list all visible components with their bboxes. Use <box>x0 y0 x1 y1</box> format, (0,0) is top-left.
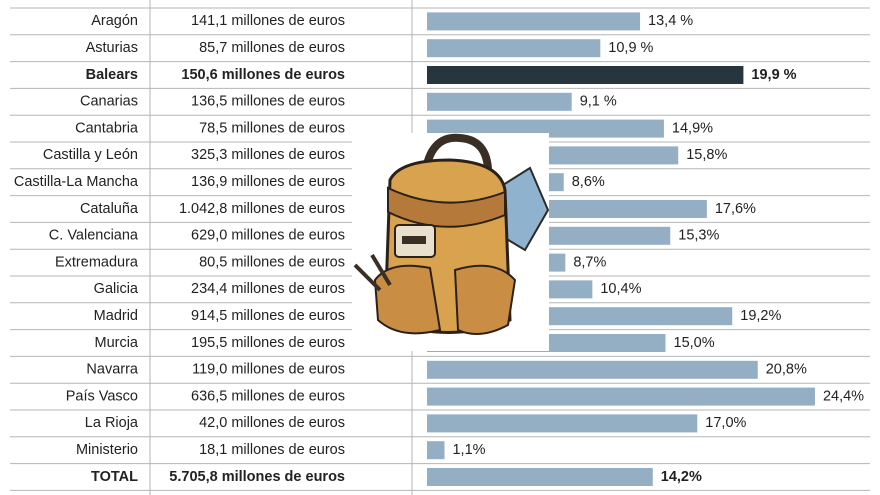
region-label: Castilla y León <box>43 147 138 163</box>
bar <box>427 468 653 486</box>
amount-label: 5.705,8 millones de euros <box>169 469 345 485</box>
amount-label: 136,9 millones de euros <box>191 174 345 190</box>
value-label: 14,2% <box>661 469 702 485</box>
amount-label: 18,1 millones de euros <box>199 442 345 458</box>
value-label: 1,1% <box>452 442 485 458</box>
amount-label: 150,6 millones de euros <box>181 67 345 83</box>
value-label: 19,9 % <box>751 67 796 83</box>
amount-label: 80,5 millones de euros <box>199 254 345 270</box>
bar <box>427 441 445 460</box>
value-label: 19,2% <box>740 308 781 324</box>
value-label: 15,3% <box>678 228 719 244</box>
amount-label: 141,1 millones de euros <box>191 13 345 29</box>
region-label: Asturias <box>86 40 138 56</box>
region-label: Castilla-La Mancha <box>14 174 139 190</box>
amount-label: 325,3 millones de euros <box>191 147 345 163</box>
value-label: 15,8% <box>686 147 727 163</box>
amount-label: 85,7 millones de euros <box>199 40 345 56</box>
amount-label: 195,5 millones de euros <box>191 335 345 351</box>
value-label: 10,4% <box>600 281 641 297</box>
value-label: 8,7% <box>573 254 606 270</box>
amount-label: 914,5 millones de euros <box>191 308 345 324</box>
amount-label: 136,5 millones de euros <box>191 94 345 110</box>
value-label: 17,6% <box>715 201 756 217</box>
region-label: Madrid <box>94 308 138 324</box>
amount-label: 629,0 millones de euros <box>191 228 345 244</box>
region-label: C. Valenciana <box>49 228 139 244</box>
bar <box>427 12 641 31</box>
value-label: 9,1 % <box>580 94 617 110</box>
bar <box>427 39 601 58</box>
region-label: País Vasco <box>66 388 138 404</box>
region-label: Canarias <box>80 94 138 110</box>
region-label: Aragón <box>91 13 138 29</box>
value-label: 10,9 % <box>608 40 653 56</box>
region-label: TOTAL <box>91 469 138 485</box>
backpack-illustration <box>352 133 550 351</box>
bar <box>427 360 758 379</box>
amount-label: 1.042,8 millones de euros <box>179 201 345 217</box>
value-label: 14,9% <box>672 120 713 136</box>
value-label: 13,4 % <box>648 13 693 29</box>
region-label: Cantabria <box>75 120 139 136</box>
region-label: Cataluña <box>80 201 139 217</box>
region-label: Ministerio <box>76 442 138 458</box>
region-label: La Rioja <box>85 415 139 431</box>
bar <box>427 92 572 111</box>
region-label: Galicia <box>94 281 139 297</box>
value-label: 24,4% <box>823 388 864 404</box>
amount-label: 42,0 millones de euros <box>199 415 345 431</box>
amount-label: 636,5 millones de euros <box>191 388 345 404</box>
amount-label: 119,0 millones de euros <box>192 362 345 378</box>
bar <box>427 66 744 84</box>
value-label: 20,8% <box>766 362 807 378</box>
amount-label: 234,4 millones de euros <box>191 281 345 297</box>
region-label: Extremadura <box>55 254 139 270</box>
region-label: Balears <box>86 67 138 83</box>
region-label: Navarra <box>86 362 139 378</box>
value-label: 8,6% <box>572 174 605 190</box>
value-label: 15,0% <box>674 335 715 351</box>
bar <box>427 387 815 406</box>
region-label: Murcia <box>94 335 138 351</box>
bar <box>427 414 698 433</box>
amount-label: 78,5 millones de euros <box>199 120 345 136</box>
value-label: 17,0% <box>705 415 746 431</box>
